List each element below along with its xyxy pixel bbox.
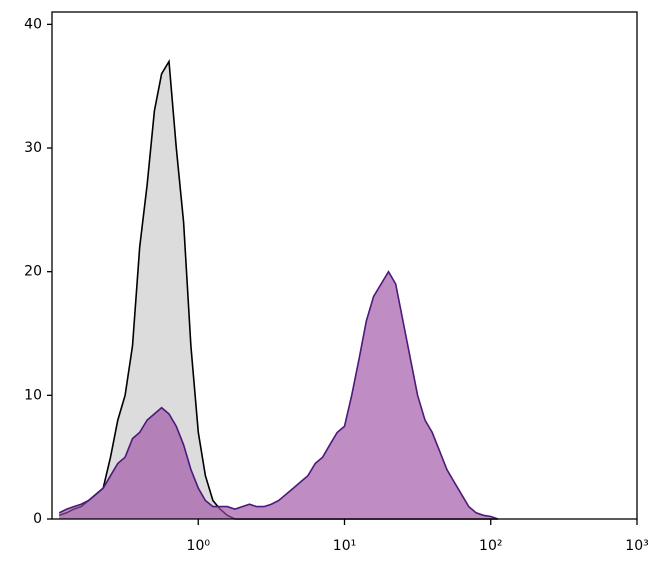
histogram-area	[59, 61, 498, 519]
histogram-area	[59, 271, 498, 519]
histogram-line	[58, 270, 499, 520]
y-tick-label: 30	[24, 140, 42, 156]
y-tick-label: 40	[24, 16, 42, 32]
x-tick-label: 10²	[479, 538, 502, 554]
x-tick-label: 10¹	[333, 538, 356, 554]
x-tick-label: 10⁰	[187, 538, 211, 554]
y-tick-label: 20	[24, 264, 42, 280]
x-tick-label: 10³	[625, 538, 648, 554]
y-tick-label: 0	[33, 511, 42, 527]
y-tick-label: 10	[24, 387, 42, 403]
